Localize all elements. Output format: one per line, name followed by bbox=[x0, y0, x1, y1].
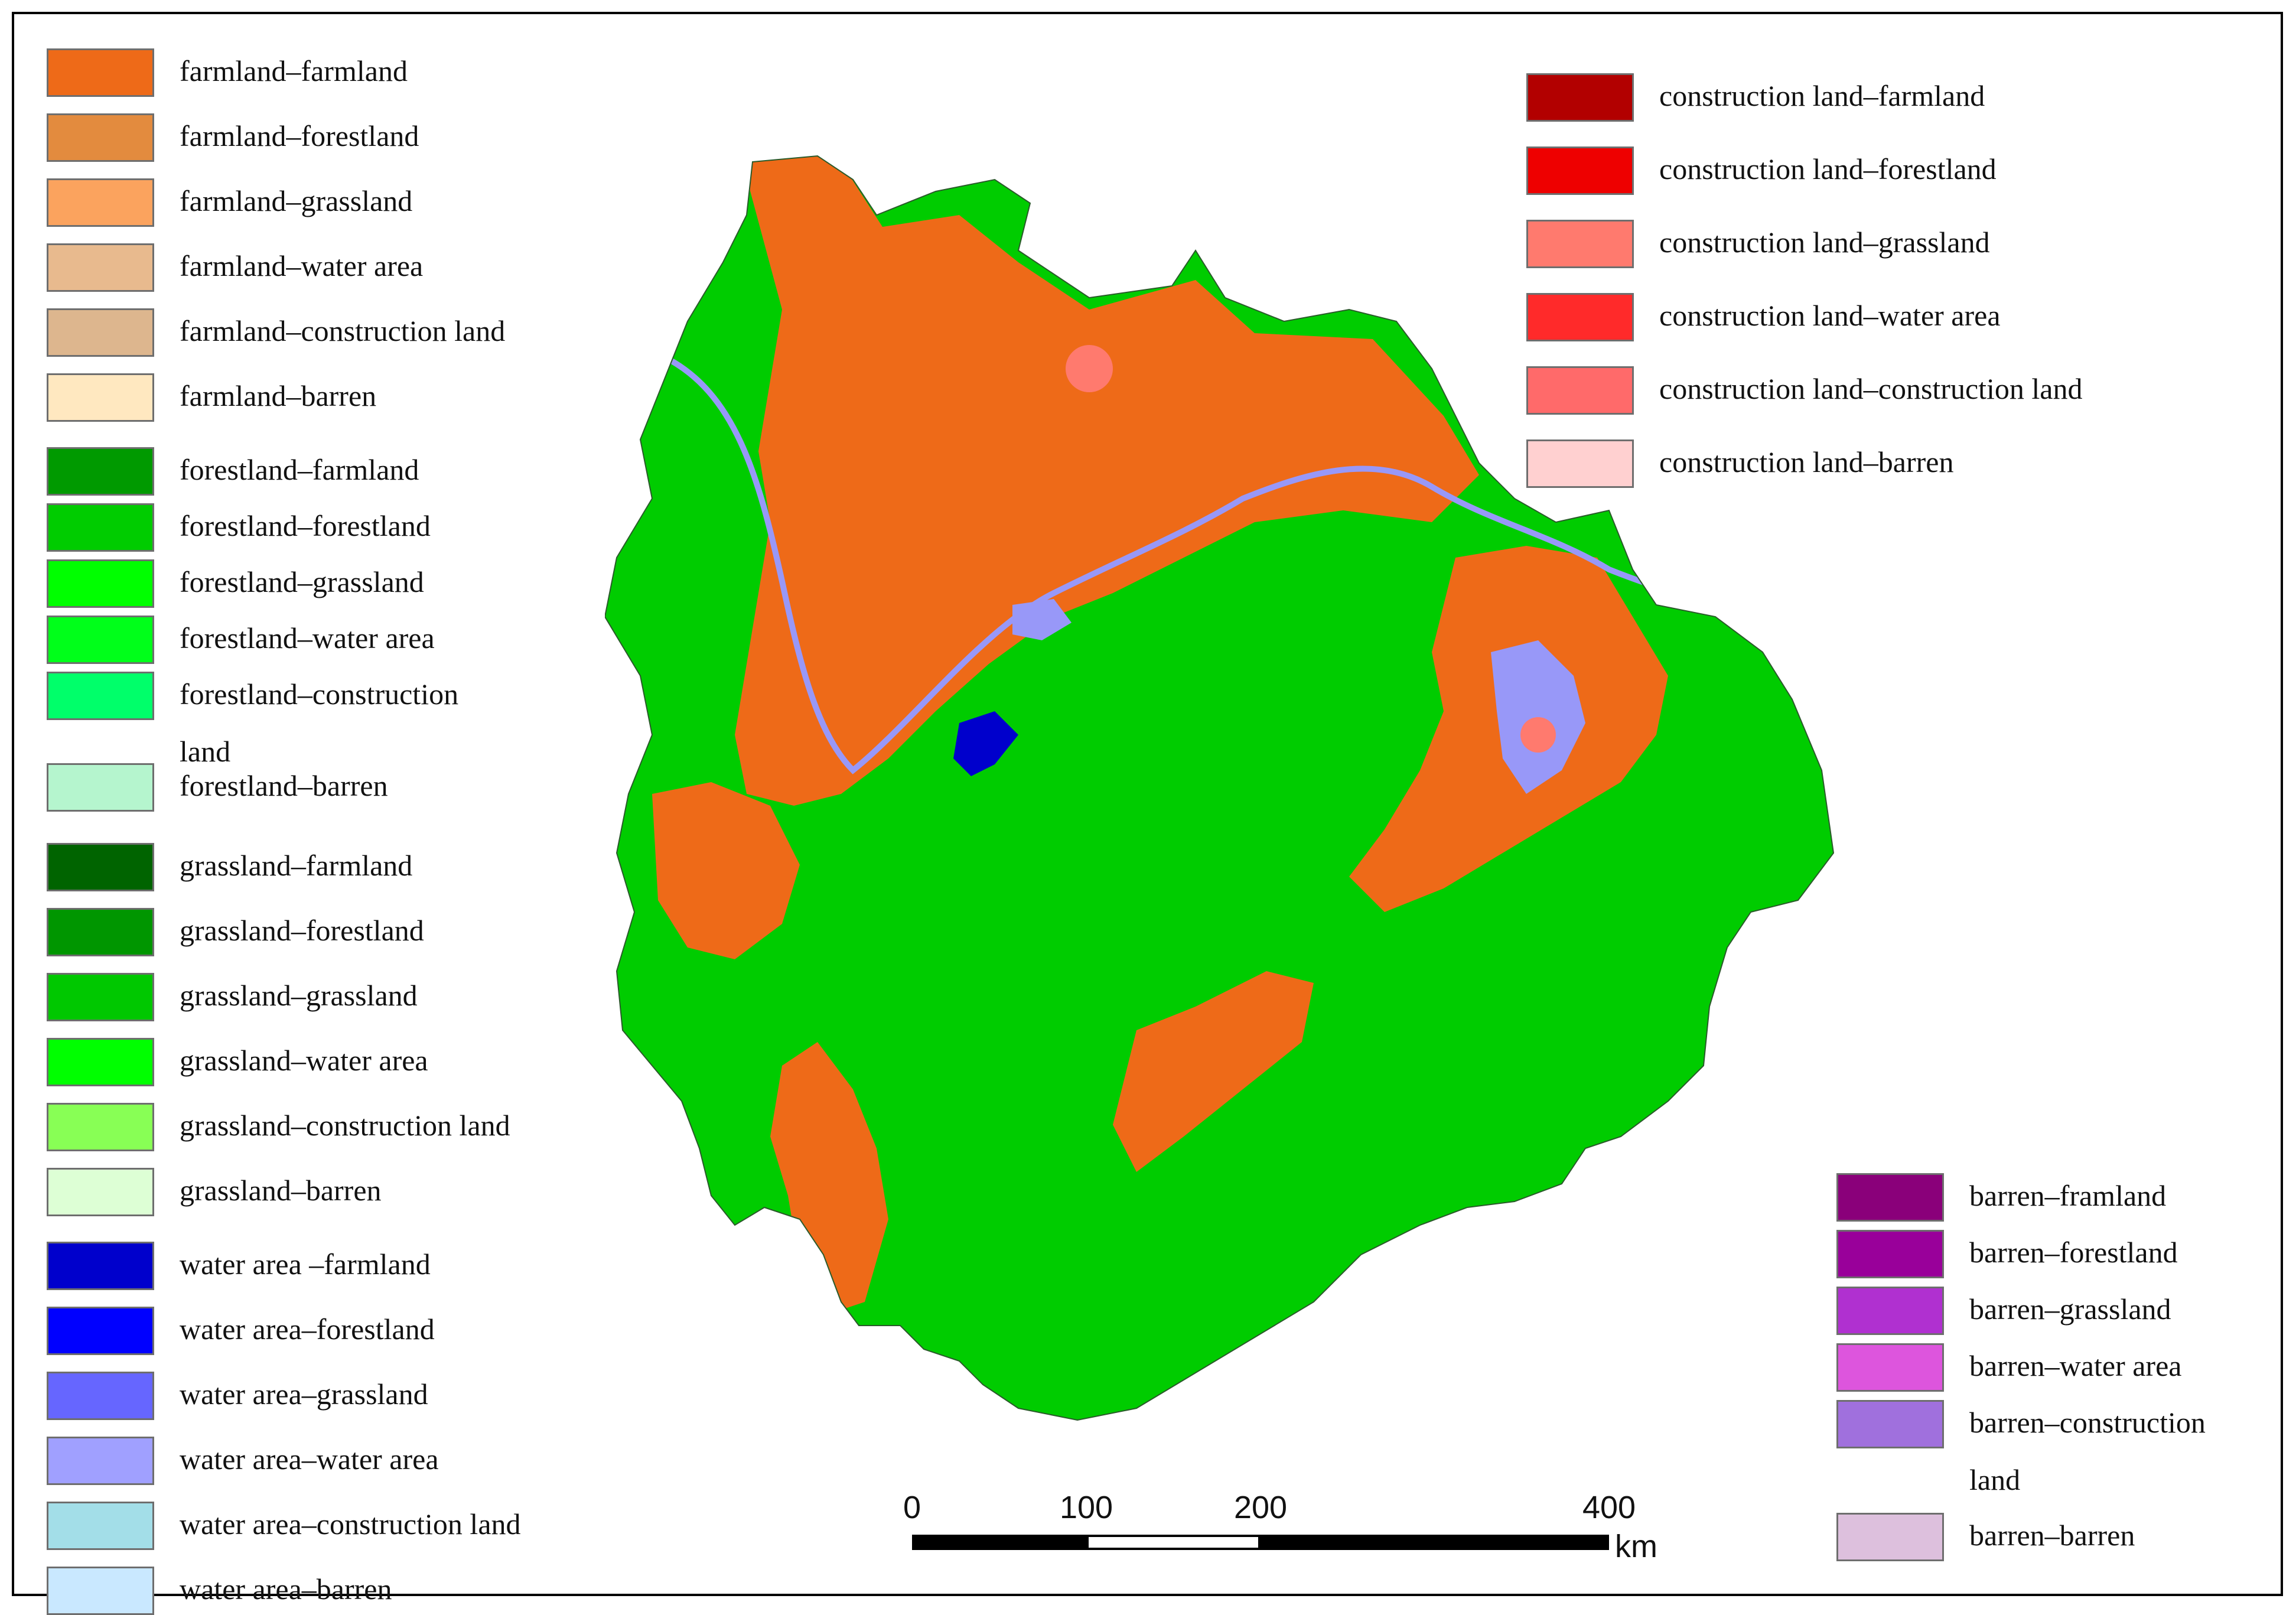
legend-label: grassland–forestland bbox=[180, 914, 424, 947]
legend-swatch bbox=[1526, 293, 1634, 341]
legend-label: barren–construction bbox=[1969, 1406, 2206, 1439]
legend-label: forestland–farmland bbox=[180, 453, 419, 486]
legend-swatch bbox=[47, 1038, 154, 1086]
scale-segment-white bbox=[1086, 1535, 1261, 1550]
farmland-south-east-strip bbox=[1113, 971, 1314, 1172]
land-use-map-svg bbox=[605, 155, 1834, 1421]
legend-swatch bbox=[1836, 1343, 1944, 1392]
legend-label: forestland–construction bbox=[180, 678, 459, 711]
legend-swatch bbox=[47, 178, 154, 227]
land-use-map bbox=[605, 144, 1952, 1444]
legend-label-continued: land bbox=[1969, 1463, 2021, 1496]
legend-swatch bbox=[47, 308, 154, 357]
legend-swatch bbox=[1836, 1400, 1944, 1448]
legend-swatch bbox=[47, 447, 154, 496]
lake-west bbox=[953, 711, 1018, 776]
legend-label: barren–forestland bbox=[1969, 1236, 2178, 1269]
scale-tick-100: 100 bbox=[1059, 1490, 1113, 1525]
legend-swatch bbox=[47, 503, 154, 552]
legend-swatch bbox=[47, 559, 154, 608]
legend-label: grassland–farmland bbox=[180, 849, 413, 882]
legend-label: farmland–forestland bbox=[180, 119, 419, 152]
legend-label: construction land–barren bbox=[1659, 445, 1954, 478]
scale-bar: 0 100 200 400 km bbox=[903, 1490, 1674, 1572]
legend-swatch bbox=[47, 1168, 154, 1216]
legend-label: water area–grassland bbox=[180, 1378, 428, 1411]
legend-label: forestland–forestland bbox=[180, 509, 431, 542]
legend-swatch bbox=[47, 973, 154, 1021]
farmland-north-plain bbox=[735, 156, 1479, 806]
legend-label: water area–water area bbox=[180, 1443, 439, 1476]
legend-label: construction land–construction land bbox=[1659, 372, 2083, 405]
scale-tick-200: 200 bbox=[1233, 1490, 1288, 1525]
legend-left: farmland–farmland farmland–forestland farm… bbox=[47, 48, 590, 1615]
legend-swatch bbox=[47, 48, 154, 97]
legend-swatch bbox=[47, 672, 154, 720]
legend-swatch bbox=[1836, 1513, 1944, 1561]
scale-segment-black-1 bbox=[912, 1535, 1086, 1550]
scale-tick-0: 0 bbox=[903, 1490, 921, 1525]
legend-swatch bbox=[47, 1502, 154, 1550]
legend-label: barren–framland bbox=[1969, 1179, 2167, 1212]
scale-tick-400: 400 bbox=[1582, 1490, 1636, 1525]
map-frame: farmland–farmland farmland–forestland farm… bbox=[12, 12, 2285, 1615]
legend-swatch bbox=[1526, 220, 1634, 268]
lake-center bbox=[1012, 599, 1072, 640]
legend-label: barren–water area bbox=[1969, 1349, 2182, 1382]
legend-label: farmland–barren bbox=[180, 379, 377, 412]
legend-swatch bbox=[47, 616, 154, 664]
legend-swatch bbox=[47, 373, 154, 422]
legend-swatch bbox=[47, 113, 154, 162]
legend-label: water area–forestland bbox=[180, 1313, 435, 1346]
city-east bbox=[1520, 717, 1556, 753]
legend-swatch bbox=[1836, 1287, 1944, 1335]
city-north bbox=[1066, 345, 1113, 392]
legend-swatch bbox=[47, 1567, 154, 1615]
main-river bbox=[662, 354, 1775, 774]
scale-unit: km bbox=[1615, 1529, 1657, 1564]
legend-swatch bbox=[1526, 366, 1634, 415]
legend-label: grassland–barren bbox=[180, 1174, 382, 1207]
farmland-west-strip bbox=[652, 782, 800, 959]
legend-swatch bbox=[1526, 146, 1634, 195]
legend-construction-land: construction land–farmland construction l… bbox=[1526, 73, 2265, 499]
legend-swatch bbox=[47, 763, 154, 812]
legend-swatch bbox=[47, 1307, 154, 1355]
legend-swatch bbox=[47, 1242, 154, 1290]
legend-label-continued: land bbox=[180, 735, 231, 768]
legend-barren: barren–framland barren–forestland barren–g… bbox=[1836, 1173, 2285, 1561]
legend-label: construction land–water area bbox=[1659, 299, 2001, 332]
legend-label: water area–construction land bbox=[180, 1507, 521, 1541]
legend-swatch bbox=[47, 243, 154, 292]
legend-swatch bbox=[1836, 1173, 1944, 1222]
legend-label: barren–barren bbox=[1969, 1519, 2135, 1552]
legend-label: water area –farmland bbox=[180, 1248, 431, 1281]
legend-label: forestland–water area bbox=[180, 621, 435, 655]
legend-swatch bbox=[47, 843, 154, 891]
legend-swatch bbox=[1836, 1230, 1944, 1278]
legend-label: construction land–grassland bbox=[1659, 226, 1990, 259]
legend-swatch bbox=[47, 908, 154, 956]
legend-label: grassland–construction land bbox=[180, 1109, 510, 1142]
legend-label: farmland–farmland bbox=[180, 54, 408, 87]
legend-label: grassland–grassland bbox=[180, 979, 418, 1012]
scale-segment-black-2 bbox=[1261, 1535, 1609, 1550]
legend-swatch bbox=[47, 1437, 154, 1485]
legend-swatch bbox=[1526, 73, 1634, 122]
legend-label: water area–barren bbox=[180, 1572, 392, 1606]
legend-label: forestland–grassland bbox=[180, 565, 424, 598]
legend-label: construction land–farmland bbox=[1659, 79, 1985, 112]
legend-label: farmland–construction land bbox=[180, 314, 506, 347]
legend-label: grassland–water area bbox=[180, 1044, 428, 1077]
legend-label: farmland–water area bbox=[180, 249, 424, 282]
legend-label: forestland–barren bbox=[180, 769, 388, 802]
legend-swatch bbox=[1526, 439, 1634, 488]
legend-swatch bbox=[47, 1103, 154, 1151]
legend-label: farmland–grassland bbox=[180, 184, 413, 217]
legend-swatch bbox=[47, 1372, 154, 1420]
legend-label: construction land–forestland bbox=[1659, 152, 1997, 185]
legend-label: barren–grassland bbox=[1969, 1292, 2171, 1326]
